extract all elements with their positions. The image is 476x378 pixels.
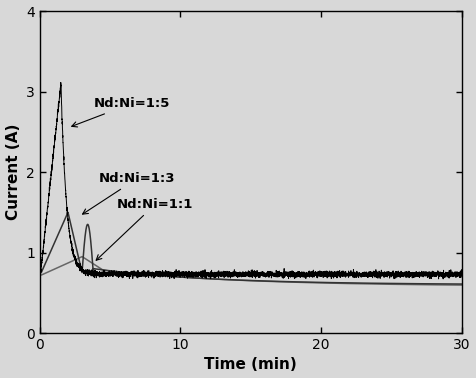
Text: Nd:Ni=1:3: Nd:Ni=1:3	[83, 172, 175, 214]
Text: Nd:Ni=1:5: Nd:Ni=1:5	[72, 97, 169, 127]
Y-axis label: Current (A): Current (A)	[6, 124, 20, 220]
X-axis label: Time (min): Time (min)	[204, 358, 297, 372]
Text: Nd:Ni=1:1: Nd:Ni=1:1	[96, 198, 194, 260]
